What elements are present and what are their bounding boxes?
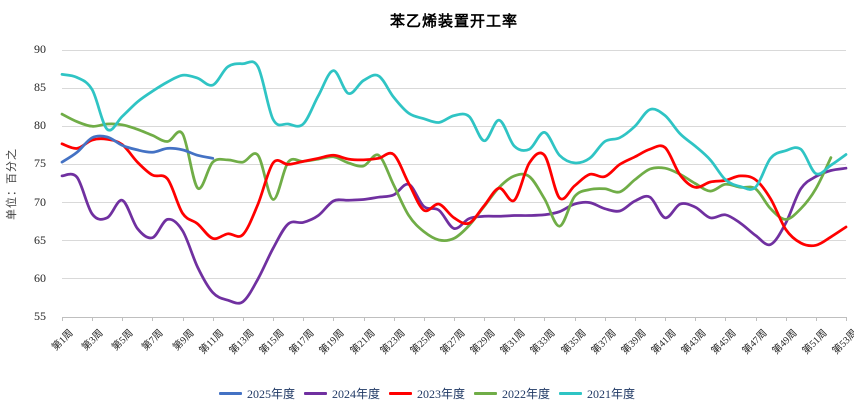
x-tick-mark xyxy=(423,317,425,321)
y-tick-label: 90 xyxy=(34,42,46,56)
x-tick-mark xyxy=(212,317,214,321)
legend-label: 2024年度 xyxy=(331,387,380,401)
x-tick-mark xyxy=(634,317,636,321)
x-tick-mark xyxy=(333,317,335,321)
legend-swatch xyxy=(474,392,497,395)
legend-item[interactable]: 2025年度 xyxy=(218,385,295,402)
legend-label: 2022年度 xyxy=(502,387,551,401)
y-tick-label: 70 xyxy=(34,194,46,209)
legend-swatch xyxy=(559,392,583,395)
x-tick-mark xyxy=(725,317,727,321)
legend-swatch xyxy=(388,392,412,395)
x-tick-mark xyxy=(846,317,847,321)
gridline xyxy=(62,125,846,127)
legend-label: 2021年度 xyxy=(587,387,636,401)
y-tick-label: 60 xyxy=(34,270,46,285)
x-tick-mark xyxy=(182,317,184,321)
x-tick-mark xyxy=(604,317,606,321)
y-tick-label: 85 xyxy=(34,80,46,95)
series-line-2021年度 xyxy=(60,60,848,191)
gridline xyxy=(62,202,846,204)
x-tick-mark xyxy=(514,317,516,321)
series-line-2025年度 xyxy=(60,134,215,164)
x-tick-mark xyxy=(785,317,787,321)
x-tick-mark xyxy=(393,317,395,321)
legend-item[interactable]: 2022年度 xyxy=(474,385,550,402)
x-tick-mark xyxy=(122,317,124,321)
x-tick-mark xyxy=(62,317,63,321)
legend-swatch xyxy=(303,392,327,395)
legend-label: 2025年度 xyxy=(246,387,295,401)
chart-title: 苯乙烯装置开工率 xyxy=(389,14,518,30)
x-tick-mark xyxy=(454,317,455,321)
y-tick-label: 55 xyxy=(34,309,46,323)
series-line-2023年度 xyxy=(60,137,848,248)
gridline xyxy=(62,240,846,242)
legend-item[interactable]: 2024年度 xyxy=(303,385,380,402)
x-tick-mark xyxy=(544,317,546,321)
x-tick-mark xyxy=(695,317,697,321)
legend-item[interactable]: 2021年度 xyxy=(559,385,635,402)
gridline xyxy=(62,278,846,280)
x-tick-mark xyxy=(303,317,305,321)
x-tick-mark xyxy=(815,317,817,321)
series-line-2024年度 xyxy=(60,166,848,305)
legend-item[interactable]: 2023年度 xyxy=(388,385,465,402)
x-tick-mark xyxy=(242,317,244,321)
x-tick-mark xyxy=(755,317,757,321)
x-tick-mark xyxy=(665,317,667,321)
legend-label: 2023年度 xyxy=(416,387,465,401)
x-tick-mark xyxy=(484,317,486,321)
gridline xyxy=(62,49,846,51)
legend: 2025年度 2024年度 2023年度 2022年度 2021年度 xyxy=(0,385,854,402)
x-tick-mark xyxy=(152,317,154,321)
y-tick-label: 75 xyxy=(34,156,46,171)
y-tick-label: 65 xyxy=(34,232,46,247)
y-tick-label: 80 xyxy=(34,118,46,133)
x-tick-mark xyxy=(273,317,275,321)
x-tick-mark xyxy=(92,317,94,321)
gridline xyxy=(62,163,846,165)
x-tick-mark xyxy=(574,317,576,321)
x-tick-mark xyxy=(363,317,365,321)
legend-swatch xyxy=(218,392,242,395)
gridline xyxy=(62,87,846,89)
series-line-2022年度 xyxy=(60,112,833,242)
